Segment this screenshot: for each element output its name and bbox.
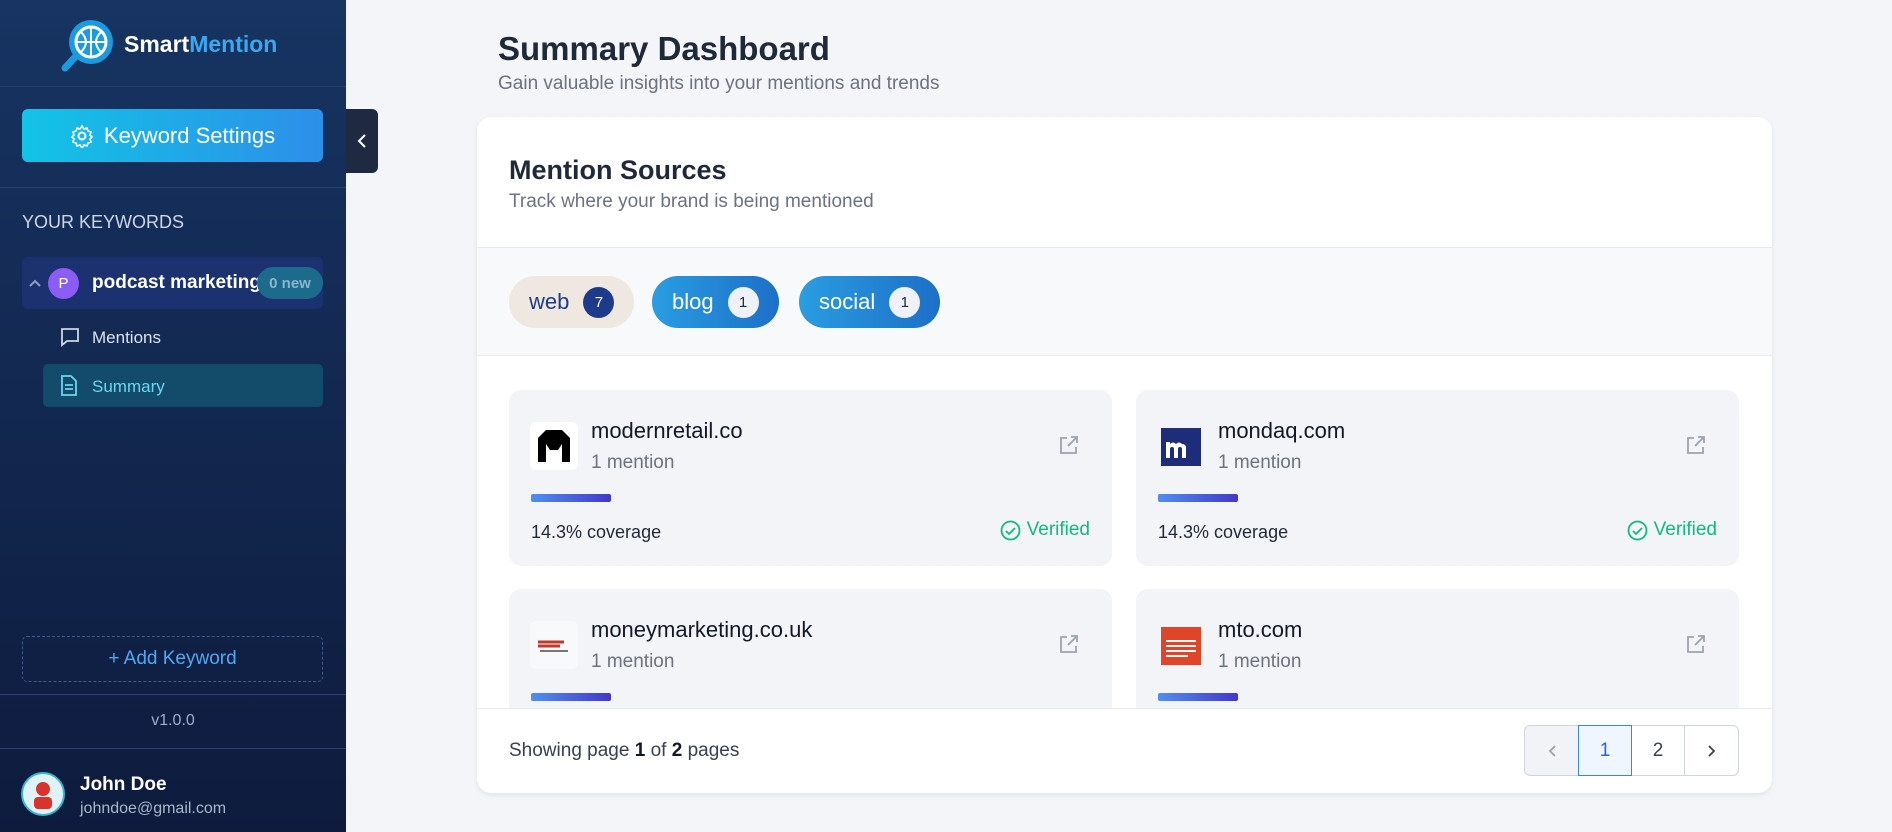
external-link[interactable] — [1058, 434, 1080, 456]
sidebar: SmartMention Keyword Settings YOUR KEYWO… — [0, 0, 346, 832]
chevron — [29, 279, 41, 287]
chevron-left — [357, 134, 366, 148]
keyword-name: podcast marketing — [92, 272, 261, 293]
external-icon — [1060, 635, 1078, 653]
filter-chip[interactable]: blog 1 — [652, 276, 779, 328]
chip-count: 1 — [727, 286, 759, 318]
external-icon — [1687, 635, 1705, 653]
verified: Verified — [1000, 519, 1090, 541]
page-info-suffix: pages — [687, 740, 740, 761]
page-info-total: 2 — [671, 740, 683, 761]
coverage: 14.3% coverage — [531, 522, 662, 542]
logo-image — [1161, 627, 1201, 665]
page-info-current: 1 — [634, 740, 646, 761]
page-info: Showing page 1 of 2 pages — [509, 740, 739, 762]
source-name: moneymarketing.co.uk — [591, 617, 813, 642]
source-name: mto.com — [1218, 617, 1303, 642]
coverage-bar — [1158, 494, 1238, 502]
source-logo — [1157, 621, 1205, 669]
user-name: John Doe — [80, 774, 167, 795]
source-card[interactable]: mondaq.com 1 mention 14.3% coverage Verifie… — [1136, 390, 1739, 566]
brand-smart: Smart — [124, 31, 190, 57]
chip-count: 7 — [583, 286, 615, 318]
version: v1.0.0 — [151, 712, 195, 729]
nav-mentions[interactable]: Mentions — [92, 328, 161, 347]
filter-chip[interactable]: web 7 — [509, 276, 635, 328]
mention-count: 1 mention — [591, 651, 675, 672]
new-badge: 0 new — [257, 267, 323, 299]
gear-icon — [70, 124, 94, 148]
logo-image — [1161, 428, 1201, 466]
page-prev[interactable] — [1524, 725, 1579, 776]
source-card[interactable]: modernretail.co 1 mention 14.3% coverage Ve… — [509, 390, 1112, 566]
coverage-bar — [1158, 693, 1238, 701]
page-info-of: of — [650, 740, 667, 761]
external-link[interactable] — [1685, 434, 1707, 456]
mentions-icon — [61, 328, 79, 347]
keyword-avatar: P — [48, 268, 79, 299]
footer-divider — [477, 708, 1772, 709]
mention-count: 1 mention — [1218, 651, 1302, 672]
logo-image — [530, 621, 578, 669]
keyword-settings-button[interactable]: Keyword Settings — [22, 109, 323, 162]
sources-panel: Mention Sources Track where your brand is… — [477, 117, 1772, 793]
keyword-item[interactable]: P podcast marketing 0 new — [22, 257, 323, 309]
nav-active-bg — [43, 364, 323, 407]
logo-image — [530, 422, 578, 470]
source-logo — [530, 422, 578, 470]
user-email: johndoe@gmail.com — [80, 800, 227, 817]
chip-label: blog — [672, 289, 714, 314]
coverage-bar — [531, 693, 611, 701]
chevron-right — [1707, 744, 1715, 757]
logo-icon — [61, 20, 113, 72]
panel-title: Mention Sources — [509, 155, 727, 185]
divider — [0, 187, 346, 188]
source-logo — [530, 621, 578, 669]
coverage: 14.3% coverage — [1158, 522, 1289, 542]
external-link[interactable] — [1685, 633, 1707, 655]
check-icon — [1000, 520, 1021, 540]
verified-label: Verified — [1026, 519, 1090, 540]
chip-label: web — [529, 289, 570, 314]
verified: Verified — [1627, 519, 1717, 541]
nav-summary[interactable]: Summary — [92, 377, 165, 396]
coverage-bar — [531, 494, 611, 502]
summary-icon — [61, 375, 77, 396]
source-name: mondaq.com — [1218, 418, 1346, 443]
divider — [0, 748, 346, 749]
chip-label: social — [819, 289, 876, 314]
page-title: Summary Dashboard — [498, 30, 830, 67]
mention-count: 1 mention — [591, 452, 675, 473]
external-icon — [1060, 436, 1078, 454]
page-subtitle: Gain valuable insights into your mention… — [498, 73, 940, 94]
page-info-prefix: Showing page — [509, 740, 630, 761]
divider — [0, 86, 346, 87]
user-avatar — [21, 772, 65, 816]
page-button[interactable]: 2 — [1631, 725, 1685, 776]
verified-label: Verified — [1653, 519, 1717, 540]
external-icon — [1687, 436, 1705, 454]
external-link[interactable] — [1058, 633, 1080, 655]
add-keyword[interactable]: + Add Keyword — [22, 636, 323, 682]
page-button[interactable]: 1 — [1578, 725, 1632, 776]
button-label: Keyword Settings — [103, 122, 276, 148]
collapse-toggle[interactable] — [346, 109, 378, 173]
source-logo — [1157, 422, 1205, 470]
panel-subtitle: Track where your brand is being mentione… — [509, 191, 874, 212]
page-next[interactable] — [1684, 725, 1739, 776]
divider — [0, 694, 346, 695]
chip-count: 1 — [889, 286, 921, 318]
section-title: YOUR KEYWORDS — [22, 212, 185, 232]
chevron-left — [1548, 744, 1556, 757]
check-icon — [1627, 520, 1648, 540]
source-grid: modernretail.co 1 mention 14.3% coverage Ve… — [477, 357, 1772, 708]
brand-mention: Mention — [189, 31, 278, 57]
filter-chip[interactable]: social 1 — [799, 276, 941, 328]
source-name: modernretail.co — [591, 418, 743, 443]
mention-count: 1 mention — [1218, 452, 1302, 473]
